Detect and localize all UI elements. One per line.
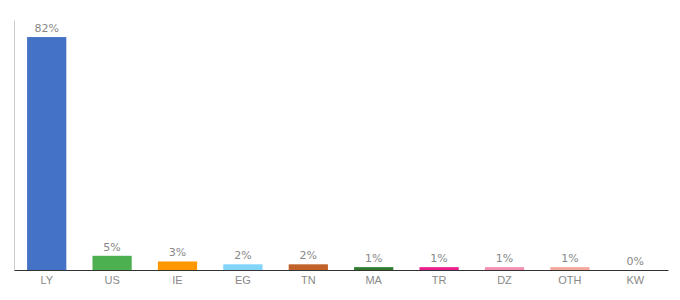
data-label: 5% xyxy=(103,241,120,254)
data-label: 0% xyxy=(627,255,644,268)
bar xyxy=(419,267,458,270)
x-tick: TR xyxy=(432,270,447,286)
data-label: 82% xyxy=(34,22,58,35)
x-tick-label: MA xyxy=(365,274,382,286)
data-label: 1% xyxy=(365,252,382,265)
bar xyxy=(485,267,524,270)
x-tick-label: KW xyxy=(626,274,644,286)
data-label: 1% xyxy=(496,252,513,265)
x-tick-label: OTH xyxy=(558,274,581,286)
x-tick-label: US xyxy=(104,274,119,286)
data-label: 1% xyxy=(430,252,447,265)
bar xyxy=(92,256,131,270)
x-tick: TN xyxy=(301,270,316,286)
bar xyxy=(223,264,262,270)
data-label: 3% xyxy=(169,246,186,259)
y-axis-line xyxy=(14,21,15,271)
bar xyxy=(158,261,197,270)
data-label: 2% xyxy=(234,249,251,262)
data-labels: 82% 5% 3% 2% 2% 1% 1% 1% 1% 0% xyxy=(34,22,644,268)
plot: LY US IE EG TN MA TR DZ OTH KW 82% 5% 3% 2% 2% 1% 1% 1% 1%… xyxy=(15,21,669,286)
bar xyxy=(354,267,393,270)
x-tick-label: IE xyxy=(172,274,182,286)
x-tick: KW xyxy=(626,270,644,286)
data-label: 1% xyxy=(561,252,578,265)
y-axis xyxy=(14,21,15,271)
x-axis-line xyxy=(15,270,669,271)
x-tick: OTH xyxy=(558,270,581,286)
x-tick: LY xyxy=(40,270,53,286)
bar xyxy=(289,264,328,270)
chart-container: LY US IE EG TN MA TR DZ OTH KW 82% 5% 3% 2% 2% 1% 1% 1% 1%… xyxy=(0,0,680,300)
x-axis: LY US IE EG TN MA TR DZ OTH KW xyxy=(15,270,669,286)
bar xyxy=(550,267,589,270)
x-tick: EG xyxy=(235,270,251,286)
bar xyxy=(27,37,66,270)
x-tick-label: LY xyxy=(40,274,53,286)
bars xyxy=(27,37,589,270)
x-tick-label: EG xyxy=(235,274,251,286)
data-label: 2% xyxy=(300,249,317,262)
chart-svg: LY US IE EG TN MA TR DZ OTH KW 82% 5% 3% 2% 2% 1% 1% 1% 1%… xyxy=(0,0,680,300)
x-tick: US xyxy=(104,270,119,286)
x-tick-label: TN xyxy=(301,274,316,286)
x-tick-label: DZ xyxy=(497,274,512,286)
x-tick: MA xyxy=(365,270,382,286)
x-tick: IE xyxy=(172,270,182,286)
x-tick-label: TR xyxy=(432,274,447,286)
x-tick: DZ xyxy=(497,270,512,286)
